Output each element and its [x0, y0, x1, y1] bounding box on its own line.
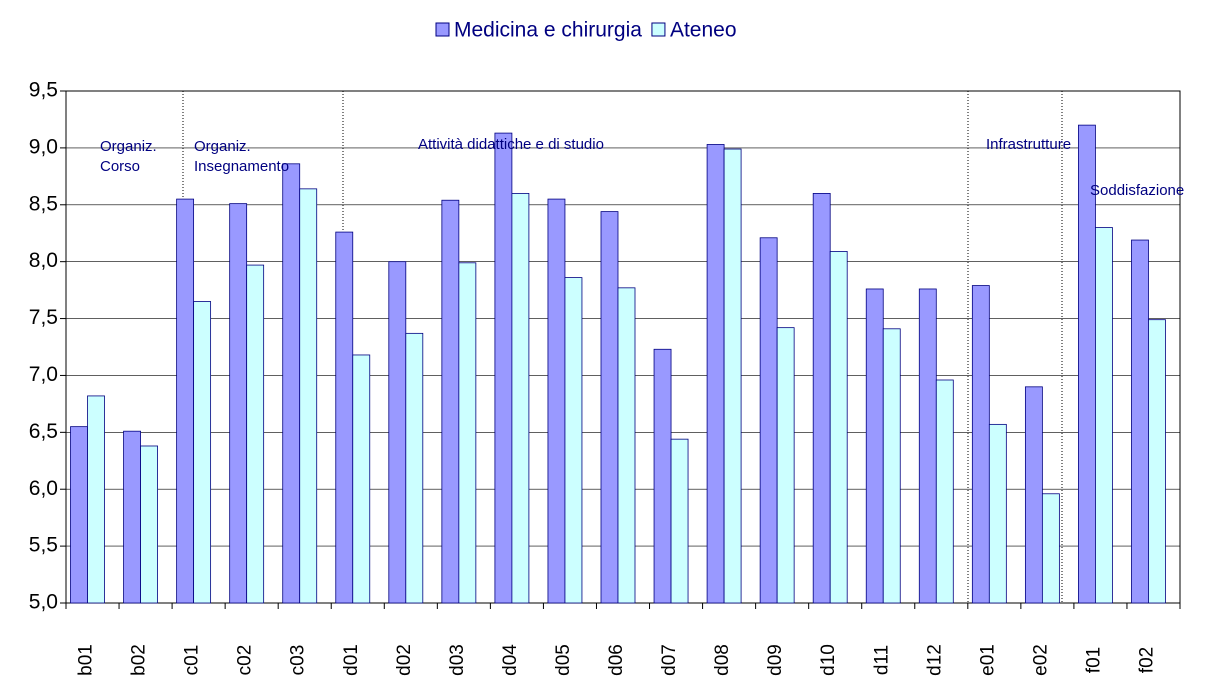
x-tick-label: d12	[924, 644, 945, 676]
x-tick-label: c03	[288, 645, 309, 676]
x-tick-label: b02	[129, 644, 150, 676]
x-tick-label: d08	[712, 644, 733, 676]
y-tick-label: 9,5	[29, 79, 58, 102]
bar	[723, 148, 742, 604]
y-tick-label: 6,5	[29, 420, 58, 443]
bar	[511, 192, 530, 604]
bars	[70, 124, 1166, 604]
x-tick-label: d05	[553, 644, 574, 676]
x-tick-label: f02	[1136, 647, 1157, 673]
bar	[1148, 319, 1166, 604]
bar	[405, 332, 424, 604]
bar	[988, 423, 1007, 604]
legend-swatch	[651, 22, 666, 37]
bar	[600, 211, 619, 604]
bar	[547, 198, 566, 604]
bar	[352, 354, 371, 604]
y-tick-label: 7,5	[29, 306, 58, 329]
legend-label: Ateneo	[670, 19, 737, 42]
bar	[246, 264, 265, 604]
bar	[335, 231, 354, 604]
bar	[918, 288, 937, 604]
bar	[829, 251, 848, 604]
bar	[1131, 239, 1149, 604]
bar	[971, 285, 990, 604]
bar	[776, 327, 795, 604]
bar	[1024, 386, 1043, 604]
bar	[1041, 493, 1060, 604]
x-tick-label: e01	[977, 644, 998, 676]
annotation: Organiz.	[100, 138, 157, 155]
bar	[140, 445, 158, 604]
annotation: Soddisfazione	[1090, 182, 1184, 199]
bar	[670, 438, 689, 604]
bar	[441, 199, 460, 604]
y-tick-label: 8,0	[29, 249, 58, 272]
x-tick-label: d03	[447, 644, 468, 676]
bar	[882, 328, 901, 604]
legend-label: Medicina e chirurgia	[454, 19, 642, 42]
x-tick-label: f01	[1083, 647, 1104, 673]
x-tick-label: b01	[76, 644, 97, 676]
bar	[229, 203, 248, 604]
bar	[759, 237, 778, 604]
bar	[935, 379, 954, 604]
bar	[123, 430, 141, 604]
bar	[299, 188, 318, 604]
y-tick-label: 8,5	[29, 192, 58, 215]
x-tick-label: d07	[659, 644, 680, 676]
bar	[70, 426, 88, 604]
bar	[564, 277, 583, 604]
bar	[706, 144, 725, 604]
annotation: Corso	[100, 158, 140, 175]
bar	[176, 198, 195, 604]
annotation: Infrastrutture	[986, 136, 1071, 153]
bar	[1095, 227, 1113, 604]
annotation: Organiz.	[194, 138, 251, 155]
bar	[865, 288, 884, 604]
x-tick-label: d04	[500, 644, 521, 676]
bar	[282, 163, 301, 604]
annotation: Attività didattiche e di studio	[418, 136, 604, 153]
y-tick-label: 5,5	[29, 534, 58, 557]
x-tick-label: e02	[1030, 644, 1051, 676]
bar	[812, 192, 831, 604]
x-tick-label: d11	[871, 645, 892, 675]
bar	[388, 261, 407, 604]
x-tick-label: c02	[235, 645, 256, 676]
x-tick-label: d10	[818, 644, 839, 676]
bar	[87, 395, 105, 604]
x-tick-label: c01	[182, 645, 203, 676]
x-tick-label: d02	[394, 644, 415, 676]
x-tick-label: d09	[765, 644, 786, 676]
x-tick-label: d01	[341, 644, 362, 676]
y-tick-label: 5,0	[29, 591, 58, 614]
bar	[458, 262, 477, 604]
y-tick-label: 7,0	[29, 363, 58, 386]
bar	[193, 301, 212, 604]
legend-swatch	[435, 22, 450, 37]
annotation: Insegnamento	[194, 158, 289, 175]
y-tick-label: 9,0	[29, 135, 58, 158]
x-tick-label: d06	[606, 644, 627, 676]
legend: Medicina e chirurgia Ateneo	[435, 19, 737, 42]
y-tick-label: 6,0	[29, 477, 58, 500]
bar	[494, 132, 513, 604]
bar	[653, 348, 672, 604]
bar	[617, 287, 636, 604]
